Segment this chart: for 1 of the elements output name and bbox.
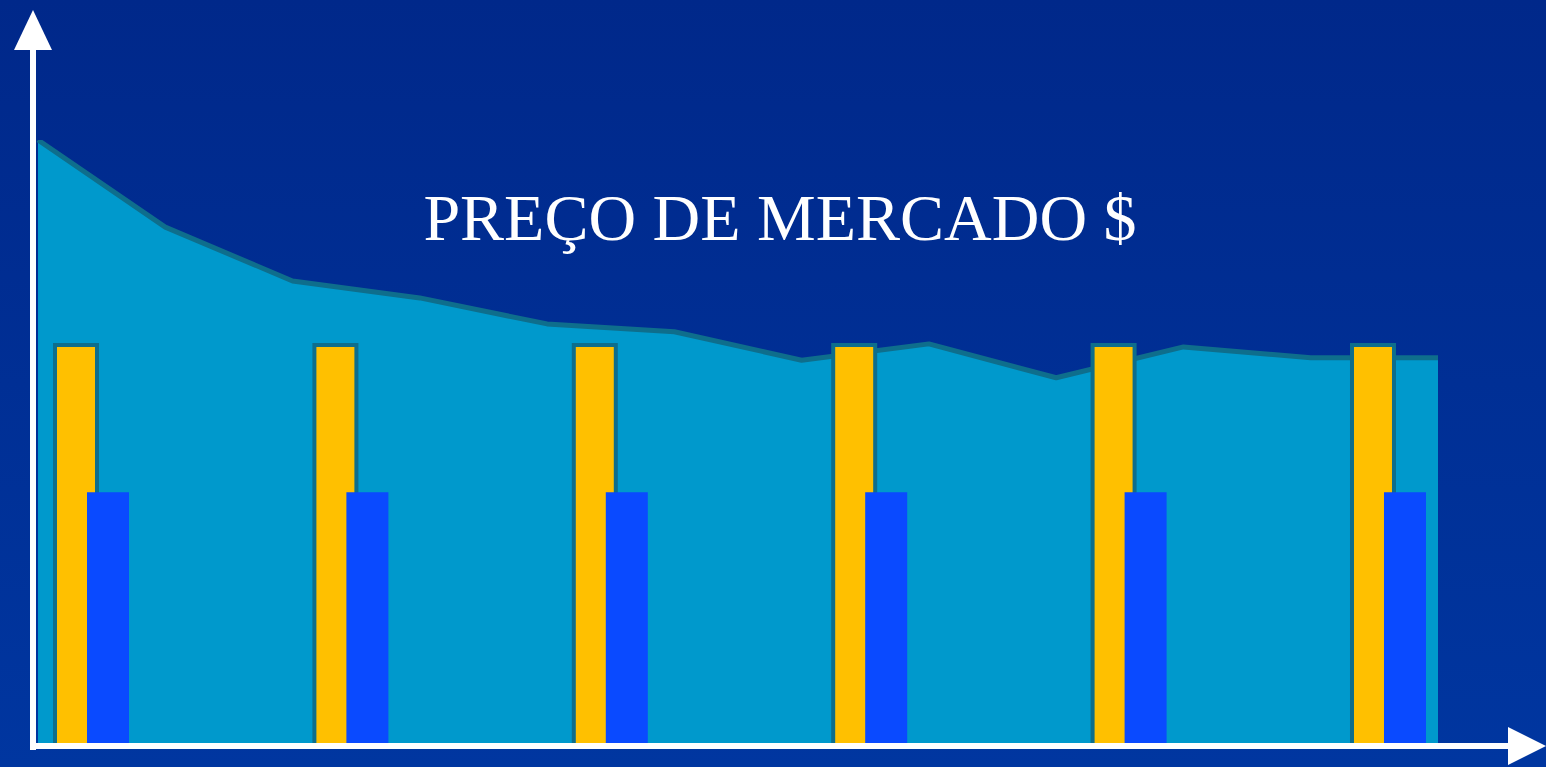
text: PREÇO DE MERCADO $ (422, 180, 1138, 256)
